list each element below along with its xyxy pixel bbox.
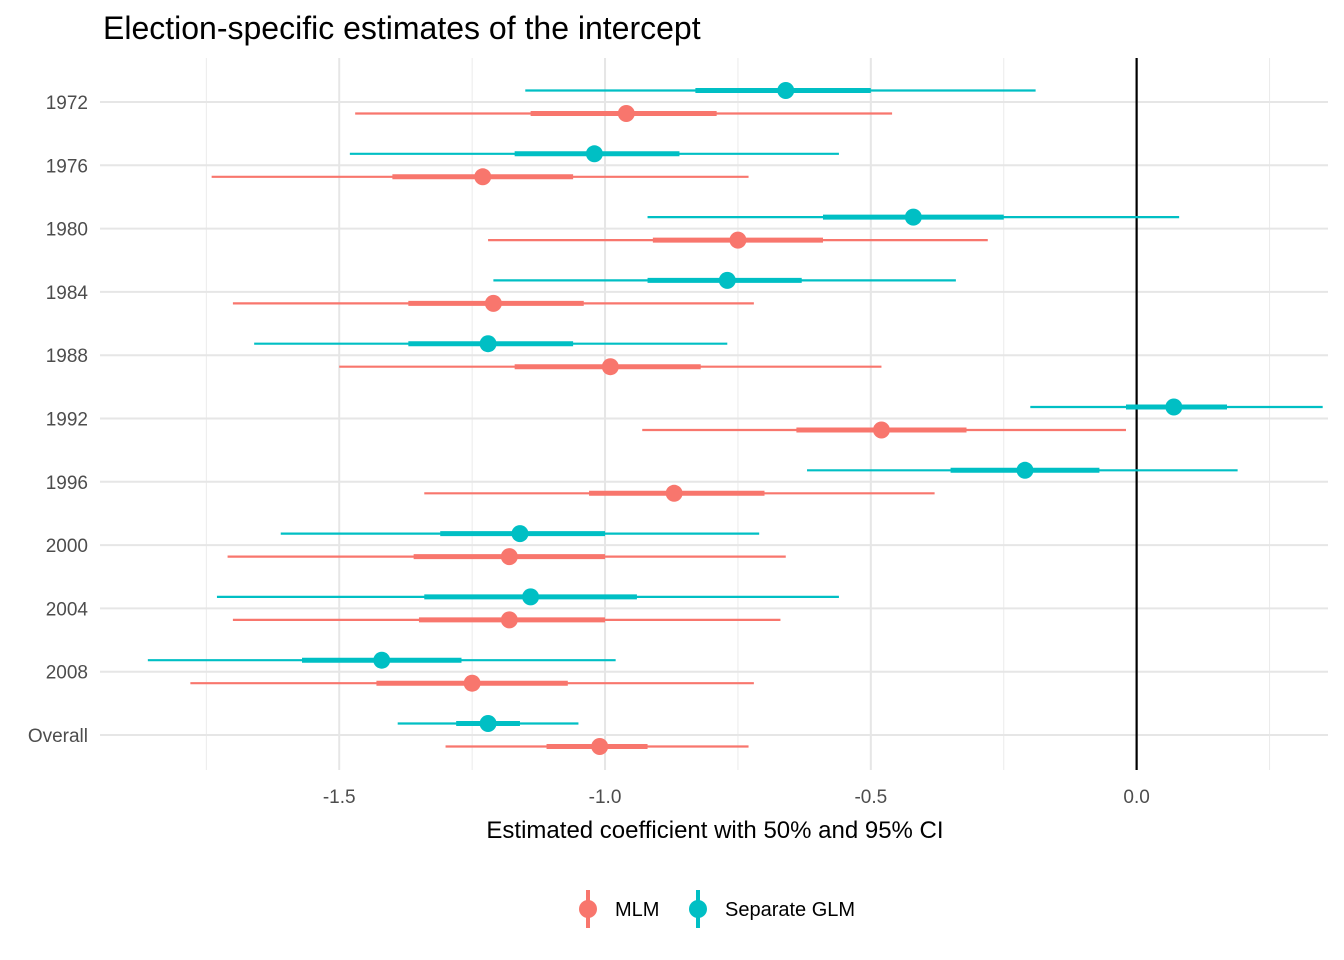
point-estimate — [665, 484, 683, 502]
point-estimate — [729, 231, 747, 249]
point-estimate — [474, 168, 492, 186]
estimate-group — [227, 548, 786, 566]
estimate-group — [355, 105, 893, 122]
grid — [100, 58, 1328, 770]
estimate-group — [642, 421, 1126, 439]
estimate-group — [647, 208, 1180, 226]
point-estimate — [718, 271, 736, 289]
x-tick-label: -0.5 — [854, 787, 887, 808]
point-estimate — [904, 208, 922, 226]
point-estimate — [500, 548, 518, 566]
y-tick-label: 2008 — [46, 663, 88, 684]
point-estimate — [463, 674, 481, 692]
point-estimate — [479, 715, 497, 732]
estimate-group — [232, 611, 781, 629]
chart-marks — [147, 82, 1323, 755]
estimate-group — [397, 715, 579, 732]
point-estimate — [500, 611, 518, 629]
y-tick-label: 1988 — [46, 346, 88, 367]
point-estimate — [511, 525, 529, 543]
legend: MLM Separate GLM — [579, 890, 855, 928]
point-estimate — [522, 588, 540, 606]
point-estimate — [1165, 398, 1183, 416]
x-tick-label: -1.5 — [323, 787, 356, 808]
y-tick-label: 1984 — [46, 283, 89, 304]
estimate-group — [190, 674, 754, 692]
legend-label: MLM — [615, 899, 659, 921]
estimate-group — [232, 294, 754, 312]
point-estimate — [601, 358, 619, 376]
point-estimate — [777, 82, 795, 99]
legend-key-point — [579, 900, 597, 918]
point-estimate — [591, 738, 609, 755]
x-tick-label: 0.0 — [1123, 787, 1149, 808]
y-tick-label: 1972 — [46, 93, 88, 114]
estimate-group — [445, 738, 749, 755]
estimate-group — [1030, 398, 1323, 416]
x-axis-title: Estimated coefficient with 50% and 95% C… — [486, 817, 943, 844]
estimate-group — [147, 651, 616, 669]
estimate-group — [280, 525, 760, 543]
estimate-group — [493, 271, 956, 289]
estimate-group — [349, 145, 839, 163]
estimate-group — [488, 231, 988, 249]
y-tick-label: 1992 — [46, 410, 88, 431]
estimate-group — [211, 168, 749, 186]
y-tick-label: 1980 — [46, 220, 88, 241]
estimate-group — [525, 82, 1036, 99]
legend-key-point — [689, 900, 707, 918]
y-tick-label: 2004 — [46, 599, 89, 620]
point-estimate — [373, 651, 391, 669]
chart-title: Election-specific estimates of the inter… — [103, 10, 701, 46]
point-estimate — [1016, 461, 1034, 479]
estimate-group — [254, 335, 728, 353]
x-tick-labels: -1.5 -1.0 -0.5 0.0 — [323, 787, 1150, 808]
y-tick-label: Overall — [28, 726, 88, 747]
x-tick-label: -1.0 — [589, 787, 622, 808]
estimate-group — [424, 484, 935, 502]
legend-item: MLM — [579, 890, 659, 928]
point-estimate — [617, 105, 635, 122]
estimate-group — [339, 358, 882, 376]
estimate-group — [807, 461, 1238, 479]
estimate-group — [216, 588, 839, 606]
point-estimate — [872, 421, 890, 439]
y-tick-label: 1996 — [46, 473, 88, 494]
y-tick-label: 2000 — [46, 536, 88, 557]
legend-item: Separate GLM — [689, 890, 855, 928]
point-estimate — [484, 294, 502, 312]
y-tick-labels: 1972 1976 1980 1984 1988 1992 1996 2000 2004 2008… — [28, 93, 89, 747]
legend-label: Separate GLM — [725, 899, 855, 921]
point-estimate — [479, 335, 497, 353]
point-estimate — [585, 145, 603, 163]
y-tick-label: 1976 — [46, 156, 88, 177]
